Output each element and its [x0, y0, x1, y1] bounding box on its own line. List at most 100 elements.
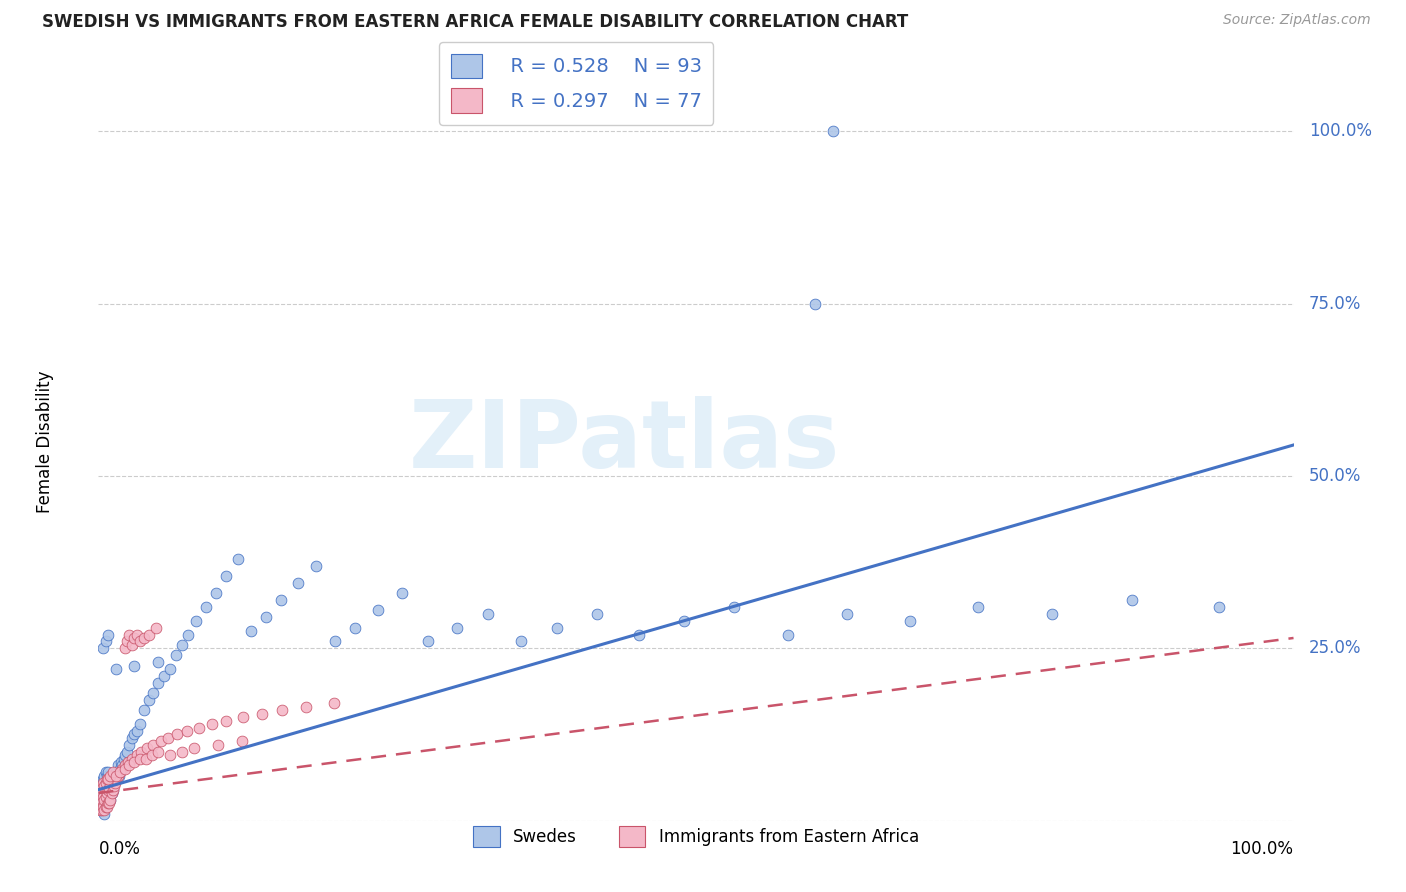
Point: [391, 586, 413, 600]
Point: [138, 693, 160, 707]
Point: [510, 634, 533, 648]
Point: [96, 769, 118, 783]
Point: [967, 599, 990, 614]
Point: [101, 782, 124, 797]
Point: [91, 793, 114, 807]
Point: [201, 717, 224, 731]
Point: [215, 714, 238, 728]
Point: [94, 789, 117, 804]
Point: [108, 765, 131, 780]
Point: [96, 782, 118, 797]
Point: [776, 627, 799, 641]
Point: [226, 551, 249, 566]
Point: [93, 803, 115, 817]
Point: [585, 607, 607, 621]
Point: [270, 593, 292, 607]
Point: [176, 724, 198, 739]
Point: [90, 800, 112, 814]
Point: [105, 769, 128, 783]
Point: [101, 782, 124, 797]
Point: [94, 789, 117, 804]
Point: [105, 772, 128, 787]
Point: [94, 800, 117, 814]
Text: 0.0%: 0.0%: [98, 839, 141, 857]
Point: [100, 786, 122, 800]
Point: [367, 603, 389, 617]
Legend: Swedes, Immigrants from Eastern Africa: Swedes, Immigrants from Eastern Africa: [467, 819, 925, 854]
Point: [91, 800, 114, 814]
Point: [125, 724, 148, 739]
Point: [90, 786, 112, 800]
Point: [98, 793, 122, 807]
Text: 75.0%: 75.0%: [1309, 294, 1361, 313]
Point: [344, 621, 367, 635]
Text: Female Disability: Female Disability: [35, 370, 53, 513]
Point: [110, 755, 132, 769]
Text: 100.0%: 100.0%: [1230, 839, 1294, 857]
Point: [111, 758, 134, 772]
Point: [98, 789, 121, 804]
Point: [148, 745, 170, 759]
Point: [114, 758, 136, 772]
Point: [125, 748, 148, 763]
Point: [546, 621, 568, 635]
Point: [125, 627, 148, 641]
Point: [91, 786, 114, 800]
Point: [93, 806, 115, 821]
Point: [96, 772, 118, 787]
Point: [98, 797, 121, 811]
Point: [96, 786, 118, 800]
Point: [195, 599, 218, 614]
Point: [97, 627, 120, 641]
Point: [323, 634, 346, 648]
Point: [108, 762, 131, 776]
Point: [91, 776, 114, 790]
Point: [91, 776, 114, 790]
Point: [101, 765, 124, 780]
Point: [89, 803, 111, 817]
Point: [1208, 599, 1230, 614]
Point: [94, 776, 117, 790]
Point: [287, 575, 309, 590]
Point: [148, 675, 170, 690]
Point: [104, 772, 127, 787]
Point: [114, 762, 136, 776]
Point: [804, 296, 827, 310]
Point: [186, 614, 208, 628]
Point: [104, 776, 127, 790]
Point: [627, 627, 650, 641]
Text: ZIPatlas: ZIPatlas: [409, 395, 839, 488]
Point: [91, 803, 114, 817]
Point: [97, 765, 120, 780]
Point: [446, 621, 468, 635]
Point: [93, 793, 115, 807]
Point: [673, 614, 696, 628]
Point: [93, 779, 115, 793]
Point: [823, 124, 845, 138]
Point: [121, 751, 143, 765]
Point: [105, 765, 128, 780]
Point: [96, 800, 118, 814]
Point: [91, 789, 114, 804]
Point: [98, 769, 122, 783]
Text: Source: ZipAtlas.com: Source: ZipAtlas.com: [1223, 13, 1371, 28]
Point: [124, 658, 146, 673]
Point: [165, 648, 187, 663]
Point: [117, 755, 139, 769]
Point: [97, 779, 120, 793]
Point: [89, 800, 111, 814]
Point: [177, 627, 200, 641]
Point: [271, 703, 294, 717]
Point: [93, 793, 115, 807]
Point: [132, 703, 155, 717]
Point: [141, 748, 163, 763]
Point: [94, 779, 117, 793]
Point: [295, 699, 318, 714]
Point: [124, 755, 146, 769]
Point: [91, 793, 114, 807]
Point: [97, 793, 120, 807]
Point: [477, 607, 499, 621]
Point: [138, 627, 160, 641]
Point: [91, 800, 114, 814]
Point: [131, 745, 153, 759]
